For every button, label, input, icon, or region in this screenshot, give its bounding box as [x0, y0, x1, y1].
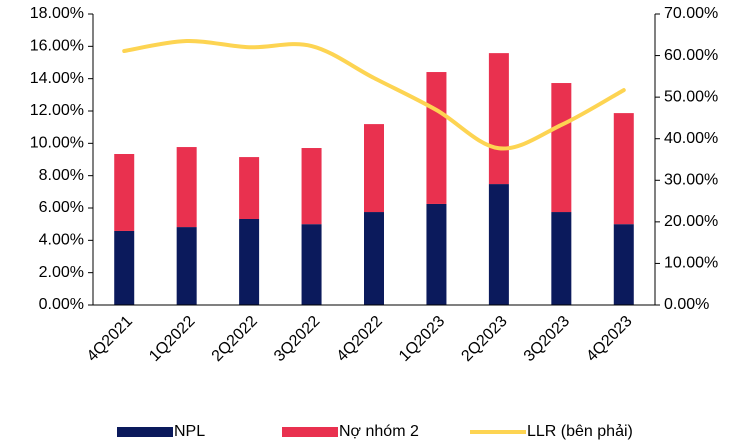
bar — [613, 113, 634, 225]
bar — [301, 224, 322, 305]
x-tick-label: 2Q2022 — [209, 313, 261, 365]
bar — [426, 72, 447, 204]
bar — [239, 218, 260, 305]
y-tick-label: 10.00% — [30, 135, 84, 152]
bar — [364, 212, 384, 305]
bar — [301, 148, 322, 225]
y2-tick-label: 0.00% — [664, 296, 709, 313]
y-tick-label: 16.00% — [30, 38, 84, 55]
bar — [176, 227, 197, 305]
bar — [551, 83, 572, 213]
y-tick-label: 4.00% — [39, 232, 84, 249]
x-tick-label: 4Q2021 — [84, 313, 136, 365]
legend-swatch — [117, 427, 173, 437]
bar — [114, 230, 135, 305]
x-tick-label: 4Q2022 — [334, 313, 386, 365]
x-tick-label: 4Q2023 — [583, 313, 635, 365]
legend-label: NPL — [174, 423, 205, 440]
bar — [114, 154, 135, 231]
y2-tick-label: 30.00% — [664, 172, 718, 189]
legend-label: LLR (bên phải) — [527, 423, 633, 440]
y-tick-label: 18.00% — [30, 5, 84, 22]
y2-tick-label: 70.00% — [664, 5, 718, 22]
bar — [613, 224, 634, 305]
y-tick-label: 6.00% — [39, 199, 84, 216]
legend-label: Nợ nhóm 2 — [339, 423, 419, 440]
line — [122, 39, 626, 151]
bar — [239, 157, 260, 219]
y2-tick-label: 10.00% — [664, 255, 718, 272]
y-tick-label: 14.00% — [30, 70, 84, 87]
y2-tick-label: 50.00% — [664, 88, 718, 105]
x-tick-label: 3Q2022 — [271, 313, 323, 365]
bar — [364, 124, 384, 213]
bar — [176, 147, 197, 228]
x-tick-label: 2Q2023 — [458, 313, 510, 365]
y-tick-label: 0.00% — [39, 296, 84, 313]
y2-tick-label: 40.00% — [664, 130, 718, 147]
bar — [488, 53, 509, 185]
y2-tick-label: 60.00% — [664, 47, 718, 64]
bar — [488, 184, 509, 305]
y-tick-label: 12.00% — [30, 102, 84, 119]
x-tick-label: 1Q2023 — [396, 313, 448, 365]
x-tick-label: 3Q2023 — [521, 313, 573, 365]
y-tick-label: 2.00% — [39, 264, 84, 281]
x-tick-label: 1Q2022 — [146, 313, 198, 365]
bar — [426, 203, 447, 305]
y-tick-label: 8.00% — [39, 167, 84, 184]
y2-tick-label: 20.00% — [664, 213, 718, 230]
bar — [551, 212, 572, 305]
legend-swatch — [282, 427, 338, 437]
